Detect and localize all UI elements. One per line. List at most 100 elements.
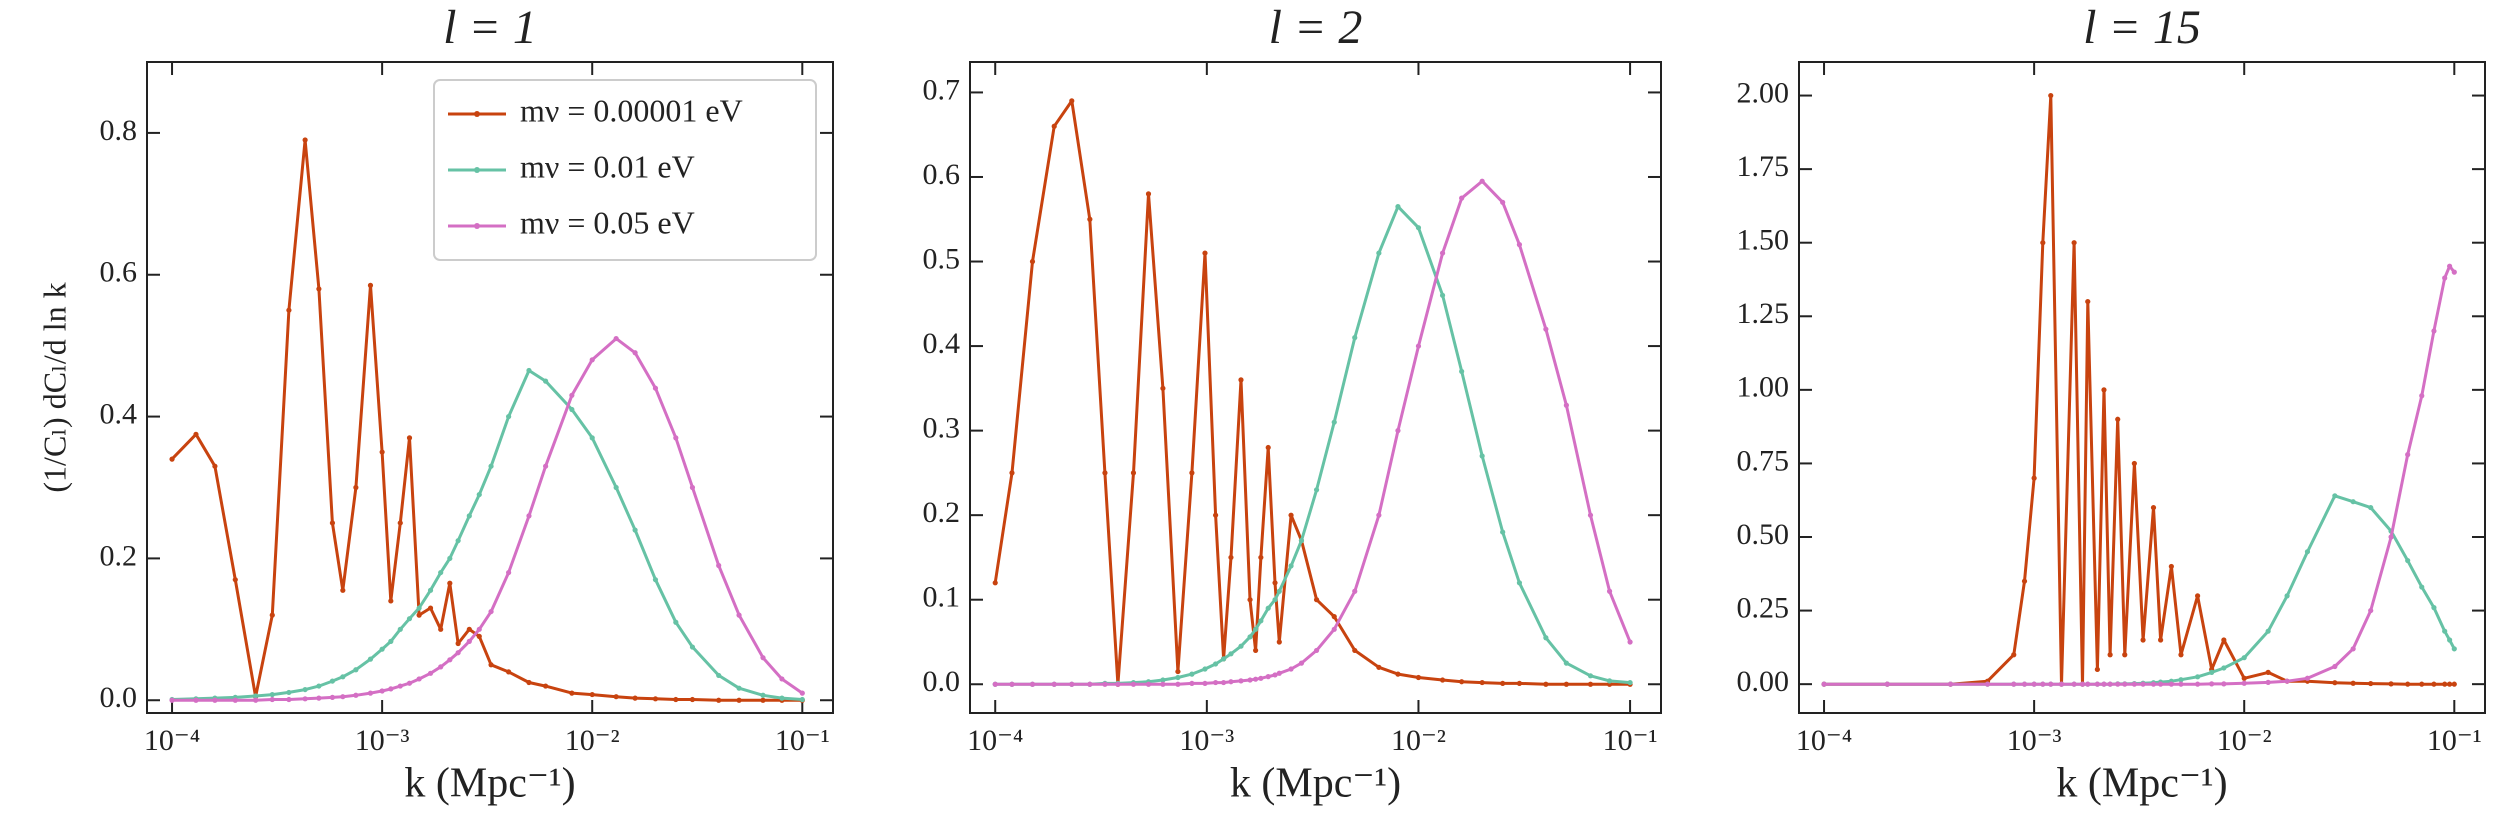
point — [169, 697, 175, 703]
point — [613, 335, 619, 342]
point — [1627, 639, 1633, 645]
point — [2368, 680, 2374, 687]
point — [2150, 681, 2157, 687]
point — [2209, 681, 2215, 687]
chart-title: l = 1 — [443, 1, 537, 54]
point — [1265, 605, 1271, 611]
y-tick-label: 0.2 — [100, 539, 138, 572]
point — [2405, 557, 2411, 564]
point — [1212, 661, 1219, 667]
legend-label: mν = 0.05 eV — [520, 204, 695, 240]
point — [1051, 681, 1057, 687]
point — [1145, 681, 1152, 687]
legend-box — [433, 79, 817, 261]
point — [2071, 681, 2077, 687]
point — [1272, 597, 1278, 603]
point — [466, 638, 472, 644]
point — [1202, 250, 1208, 256]
point — [302, 686, 308, 693]
point — [397, 520, 403, 526]
point — [2011, 652, 2017, 658]
y-tick-label: 1.75 — [1737, 150, 1790, 183]
point — [1175, 674, 1181, 681]
point — [1276, 670, 1282, 676]
point — [427, 670, 434, 676]
x-tick-label: 10⁻¹ — [2427, 724, 2482, 757]
point — [1265, 444, 1271, 451]
point — [2115, 681, 2121, 687]
point — [543, 463, 549, 469]
point — [2405, 681, 2411, 687]
point — [397, 683, 403, 689]
point — [353, 667, 359, 673]
point — [353, 484, 359, 491]
point — [1459, 195, 1465, 201]
point — [1331, 419, 1337, 425]
point — [1395, 203, 1401, 210]
point — [1395, 671, 1401, 677]
y-axis-label: (1/Cₗ) dCₗ/d ln k — [36, 282, 72, 492]
x-tick-label: 10⁻² — [1391, 724, 1446, 757]
y-tick-label: 1.50 — [1737, 224, 1790, 257]
point — [1220, 679, 1227, 686]
point — [506, 569, 512, 576]
series — [992, 203, 1633, 687]
point — [689, 484, 696, 491]
point — [632, 527, 638, 533]
point — [2158, 637, 2164, 643]
point — [1202, 680, 1208, 687]
point — [416, 612, 422, 618]
point — [2115, 416, 2121, 422]
point — [2451, 646, 2457, 652]
point — [2447, 681, 2453, 687]
point — [2021, 681, 2028, 687]
point — [1439, 292, 1446, 298]
point — [269, 691, 275, 698]
point — [1189, 680, 1195, 687]
point — [2094, 681, 2100, 687]
point — [1276, 639, 1282, 645]
point — [1500, 199, 1506, 205]
y-tick-label: 0.6 — [923, 158, 961, 191]
point — [388, 686, 394, 692]
point — [2388, 681, 2394, 687]
point — [2195, 593, 2201, 599]
y-tick-label: 1.00 — [1737, 371, 1790, 404]
point — [1587, 673, 1594, 679]
point — [2150, 504, 2157, 511]
point — [488, 662, 494, 668]
point — [632, 350, 638, 356]
point — [2094, 666, 2100, 673]
point — [367, 282, 374, 288]
point — [1265, 674, 1271, 680]
series — [1821, 263, 2457, 687]
point — [589, 435, 595, 441]
point — [2241, 655, 2247, 661]
point — [1587, 512, 1594, 518]
point — [438, 569, 444, 576]
point — [367, 656, 374, 662]
series — [169, 367, 805, 703]
point — [1160, 681, 1166, 687]
point — [1220, 656, 1227, 662]
point — [1376, 250, 1382, 256]
point — [2442, 275, 2448, 281]
point — [1543, 681, 1549, 687]
point — [476, 633, 482, 640]
point — [1238, 678, 1244, 684]
point — [193, 431, 199, 437]
point — [1376, 512, 1382, 518]
series — [992, 98, 1633, 687]
point — [1821, 681, 1827, 687]
point — [689, 644, 696, 650]
point — [340, 587, 346, 593]
point — [2195, 674, 2201, 680]
point — [1298, 537, 1305, 544]
point — [1288, 512, 1294, 518]
point — [1087, 681, 1093, 687]
point — [2241, 680, 2247, 686]
point — [1175, 681, 1181, 687]
point — [1415, 225, 1422, 231]
point — [416, 605, 422, 611]
point — [2168, 681, 2174, 687]
